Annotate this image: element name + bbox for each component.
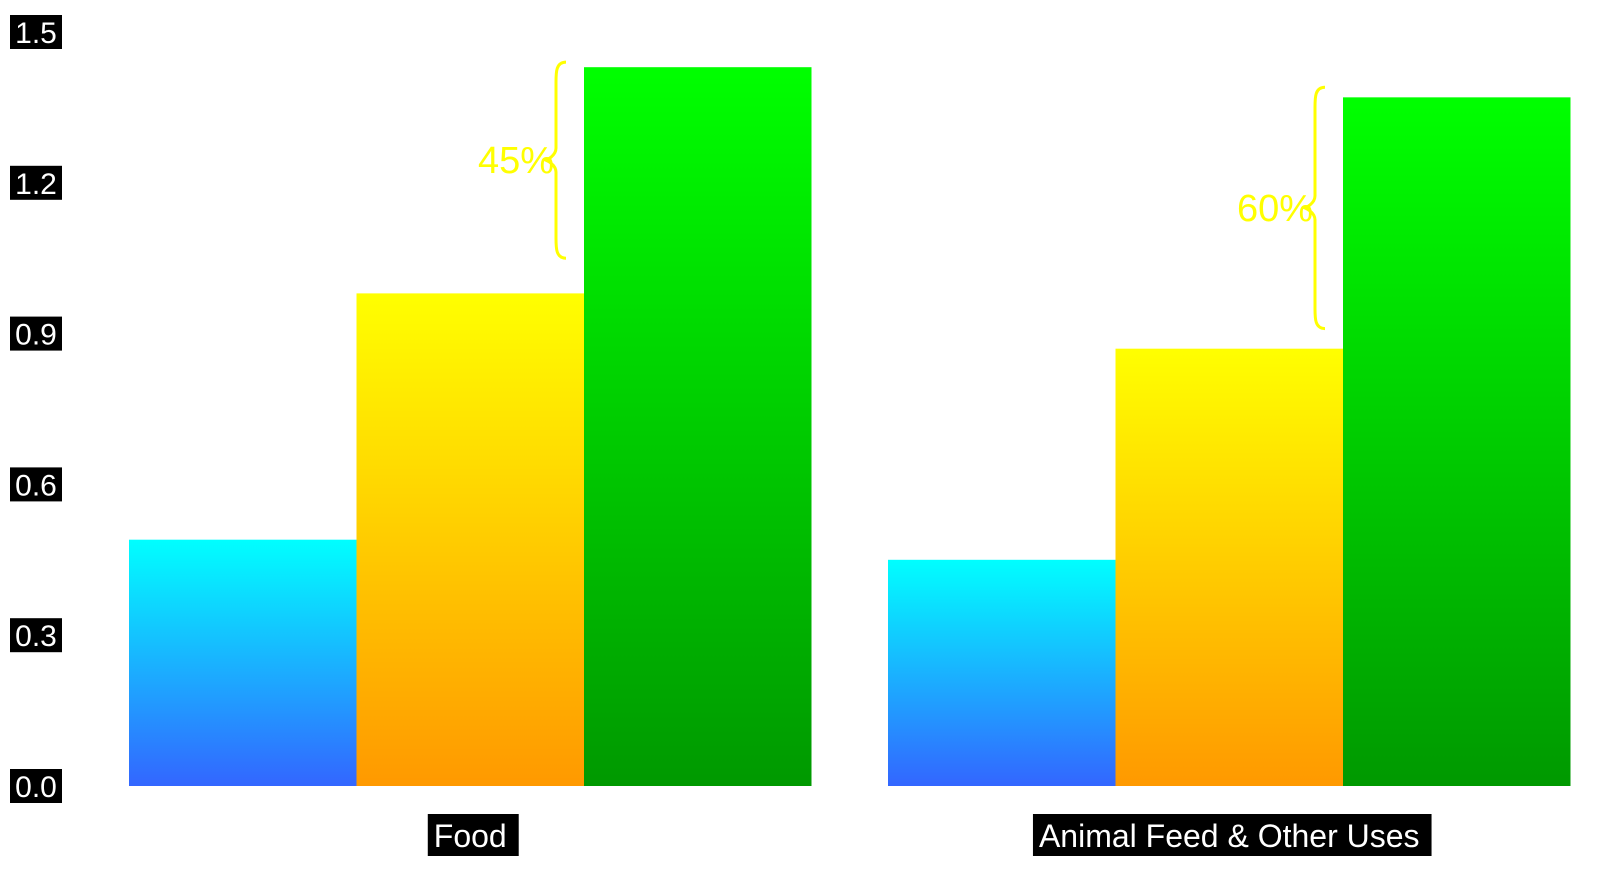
y-tick-label-bg — [10, 467, 62, 502]
y-tick-label: 0.9 — [15, 319, 57, 352]
y-tick-label-bg — [10, 769, 62, 803]
category-label-bg — [427, 814, 519, 856]
y-tick-label: 1.2 — [15, 168, 57, 201]
bar — [356, 293, 584, 786]
annotations-layer: 45% 60% — [478, 60, 1326, 331]
bar — [1115, 348, 1343, 786]
y-tick-label: 1.5 — [15, 17, 57, 50]
y-tick-label: 0.0 — [15, 771, 57, 804]
bar — [888, 559, 1116, 786]
x-axis: Food Animal Feed & Other Uses — [427, 814, 1432, 856]
bars-layer — [129, 67, 1571, 787]
y-tick-label: 0.3 — [15, 620, 57, 653]
y-tick-label-bg — [10, 15, 62, 49]
brace-annotation — [1300, 85, 1326, 331]
category-label: Animal Feed & Other Uses — [1039, 818, 1420, 854]
percent-annotation-label: 45% — [478, 140, 554, 182]
percent-annotation-label: 60% — [1237, 188, 1313, 230]
bar — [1343, 97, 1571, 786]
y-tick-label-bg — [10, 618, 62, 653]
y-tick-label-bg — [10, 316, 62, 351]
y-tick-label-bg — [10, 165, 62, 200]
y-axis: 0.0 0.3 0.6 0.9 1.2 1.5 — [10, 15, 62, 804]
y-tick-label: 0.6 — [15, 469, 57, 502]
category-label-bg — [1032, 814, 1432, 856]
brace-annotation — [541, 60, 567, 260]
bar — [584, 67, 812, 787]
category-label: Food — [434, 818, 507, 854]
bar — [129, 539, 357, 786]
